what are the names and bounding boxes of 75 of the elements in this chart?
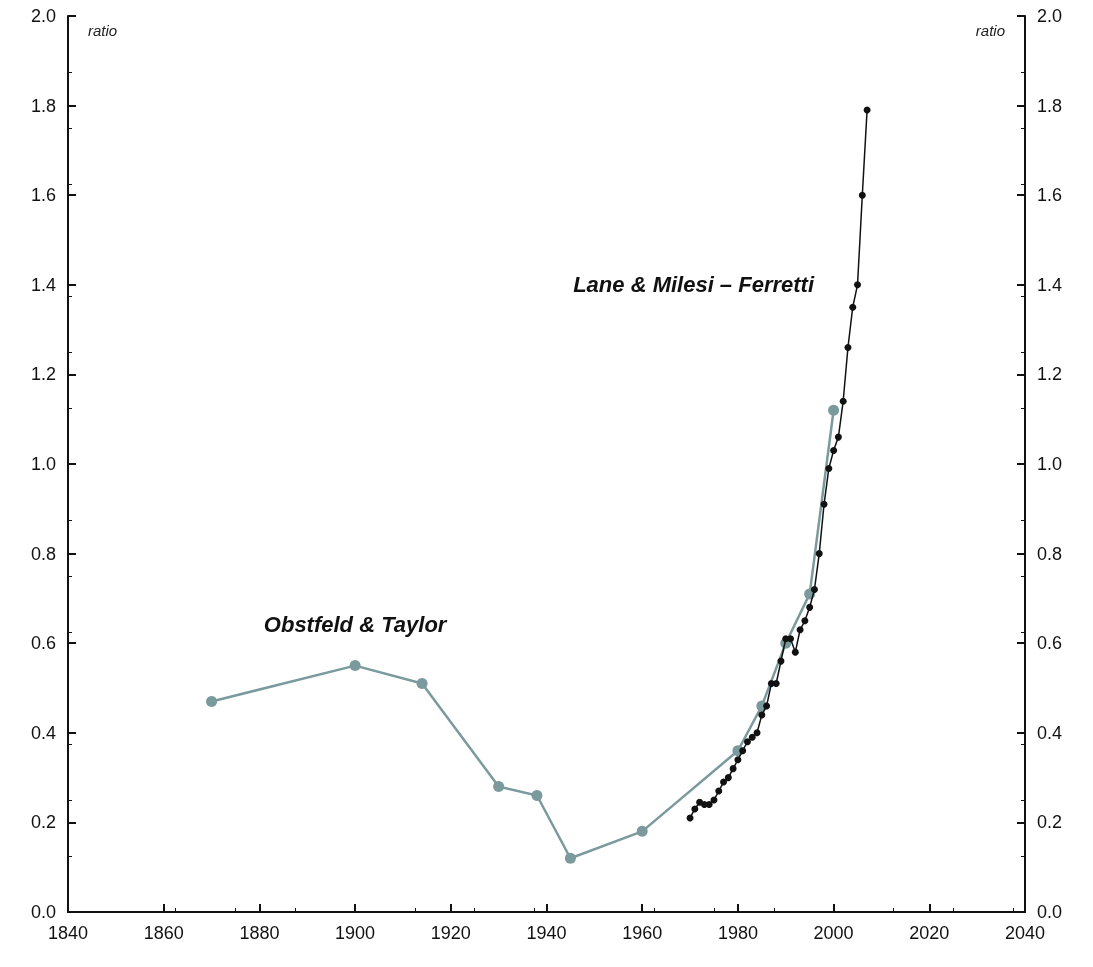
point <box>493 781 505 793</box>
y2-tick-label: 0.2 <box>1037 812 1063 833</box>
y-tick-label: 1.2 <box>30 364 56 385</box>
point <box>844 344 852 352</box>
point <box>636 825 648 837</box>
point <box>349 660 361 672</box>
point <box>791 648 799 656</box>
point <box>825 464 833 472</box>
y2-tick-label: 1.4 <box>1037 274 1063 295</box>
x-tick-label: 2020 <box>909 923 950 943</box>
series-label: Obstfeld & Taylor <box>263 611 448 637</box>
point <box>834 433 842 441</box>
point <box>839 397 847 405</box>
x-tick-label: 1880 <box>239 923 280 943</box>
point <box>705 800 713 808</box>
y2-tick-label: 0.8 <box>1037 543 1063 564</box>
y-tick-label: 0.8 <box>30 543 56 564</box>
x-tick-label: 1860 <box>143 923 184 943</box>
point <box>758 711 766 719</box>
point <box>739 747 747 755</box>
point <box>787 635 795 643</box>
point <box>416 678 428 690</box>
point <box>729 765 737 773</box>
y2-tick-label: 0.6 <box>1037 633 1063 654</box>
point <box>753 729 761 737</box>
y-tick-label: 0.6 <box>30 633 56 654</box>
point <box>858 191 866 199</box>
point <box>724 774 732 782</box>
y-tick-label: 0.0 <box>30 902 56 922</box>
point <box>715 787 723 795</box>
y2-axis-title: ratio <box>975 22 1005 39</box>
point <box>806 603 814 611</box>
x-tick-label: 1940 <box>526 923 567 943</box>
point <box>763 702 771 710</box>
point <box>720 778 728 786</box>
x-tick-label: 1980 <box>717 923 758 943</box>
point <box>206 695 218 707</box>
point <box>830 447 838 455</box>
y2-tick-label: 0.0 <box>1037 902 1063 922</box>
y2-tick-label: 1.0 <box>1037 454 1063 474</box>
series-label: Lane & Milesi – Ferretti <box>573 272 815 298</box>
point <box>772 680 780 688</box>
point <box>801 617 809 625</box>
x-tick-label: 1840 <box>47 923 89 943</box>
y2-tick-label: 2.0 <box>1037 6 1063 26</box>
y-axis-title: ratio <box>88 22 118 39</box>
point <box>531 790 543 802</box>
point <box>743 738 751 746</box>
y2-tick-label: 1.6 <box>1037 185 1063 206</box>
x-tick-label: 1960 <box>622 923 663 943</box>
y-tick-label: 1.4 <box>30 274 56 295</box>
y-tick-label: 0.2 <box>30 812 56 833</box>
point <box>734 756 742 764</box>
point <box>810 585 818 593</box>
x-tick-label: 1920 <box>430 923 471 943</box>
point <box>564 852 576 864</box>
point <box>828 404 840 416</box>
y2-tick-label: 0.4 <box>1037 722 1063 743</box>
y2-tick-label: 1.2 <box>1037 364 1063 385</box>
point <box>820 500 828 508</box>
y2-tick-label: 1.8 <box>1037 95 1063 116</box>
point <box>849 303 857 311</box>
x-tick-label: 2040 <box>1004 923 1046 943</box>
y-tick-label: 1.6 <box>30 185 56 206</box>
x-tick-label: 2000 <box>813 923 854 943</box>
point <box>854 281 862 289</box>
point <box>815 550 823 558</box>
point <box>691 805 699 813</box>
y-tick-label: 0.4 <box>30 722 56 743</box>
y-tick-label: 1.8 <box>30 95 56 116</box>
point <box>748 733 756 741</box>
point <box>796 626 804 634</box>
y-tick-label: 2.0 <box>30 6 56 26</box>
x-tick-label: 1900 <box>335 923 376 943</box>
y-tick-label: 1.0 <box>30 454 56 474</box>
